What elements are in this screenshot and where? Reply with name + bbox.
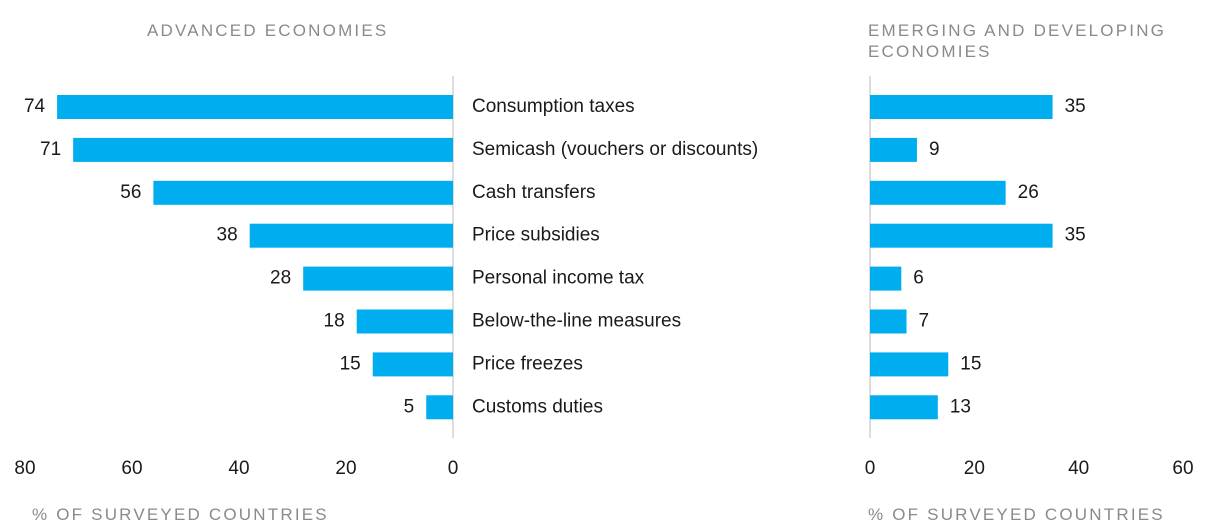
chart-title: EMERGING AND DEVELOPING ECONOMIES [868,21,1167,61]
value-label: 38 [217,225,238,246]
bar [249,223,453,248]
value-label: 26 [1018,182,1039,203]
value-label: 71 [40,139,61,160]
value-label: 35 [1065,225,1086,246]
value-label: 15 [960,353,981,374]
bar [870,180,1006,205]
bar [870,266,902,291]
x-axis-title: % OF SURVEYED COUNTRIES [32,505,329,524]
bar [870,352,949,377]
value-label: 35 [1065,96,1086,117]
value-label: 15 [340,353,361,374]
bar [870,95,1053,119]
chart-title: ADVANCED ECONOMIES [147,21,389,40]
bar [870,223,1053,248]
value-label: 56 [120,182,141,203]
x-tick-label: 0 [865,458,876,479]
value-label: 28 [270,268,291,289]
value-label: 9 [929,139,940,160]
bar [303,266,453,291]
x-tick-label: 80 [14,458,35,479]
category-label: Cash transfers [472,182,596,203]
bar [870,395,938,420]
value-label: 18 [324,311,345,332]
category-label: Personal income tax [472,268,645,289]
x-axis-title: % OF SURVEYED COUNTRIES [868,505,1165,524]
bar [73,137,454,162]
category-label: Price freezes [472,353,583,374]
value-label: 5 [404,396,415,417]
x-tick-label: 20 [335,458,356,479]
x-tick-label: 0 [448,458,459,479]
bar [372,352,453,377]
value-label: 13 [950,396,971,417]
category-label: Customs duties [472,396,603,417]
x-tick-label: 40 [228,458,249,479]
category-label: Below-the-line measures [472,311,681,332]
value-label: 74 [24,96,46,117]
x-tick-label: 20 [964,458,985,479]
bar [57,95,453,119]
x-tick-label: 40 [1068,458,1089,479]
value-label: 6 [913,268,924,289]
bar [153,180,453,205]
bar [870,137,917,162]
x-tick-label: 60 [121,458,142,479]
bar [426,395,453,420]
category-label: Semicash (vouchers or discounts) [472,139,758,160]
bar [356,309,453,334]
bar [870,309,907,334]
value-label: 7 [919,311,930,332]
x-tick-label: 60 [1172,458,1193,479]
category-label: Consumption taxes [472,96,635,117]
category-label: Price subsidies [472,225,600,246]
